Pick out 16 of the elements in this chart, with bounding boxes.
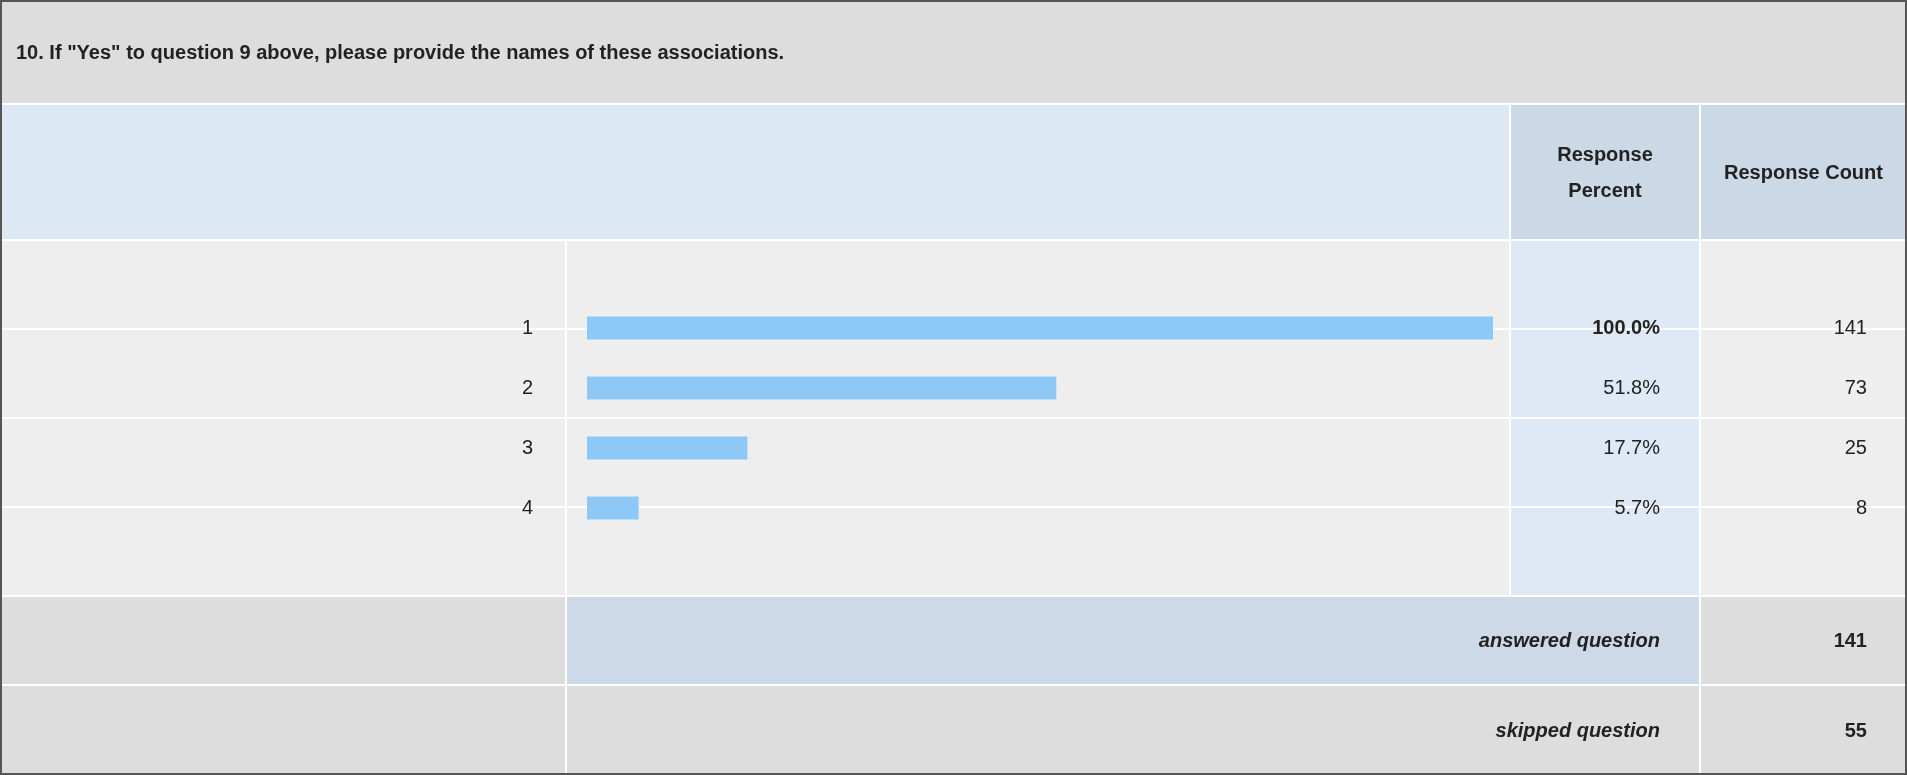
bar <box>587 316 1493 340</box>
bar <box>587 376 1057 400</box>
text: 141 <box>1833 315 1867 338</box>
text: 8 <box>1855 495 1867 518</box>
data-label: 51.8% <box>1603 375 1661 398</box>
bar <box>587 436 748 460</box>
data-label: 17.7% <box>1603 435 1661 458</box>
y-tick-label: 3 <box>521 435 533 458</box>
data-label: 5.7% <box>1614 495 1661 518</box>
data-label: 100.0% <box>1592 315 1661 338</box>
bar <box>587 496 639 520</box>
y-tick-label: 1 <box>521 315 533 338</box>
text: 73 <box>1844 375 1867 398</box>
y-tick-label: 2 <box>521 375 533 398</box>
text: 25 <box>1844 435 1867 458</box>
y-tick-label: 4 <box>521 495 533 518</box>
